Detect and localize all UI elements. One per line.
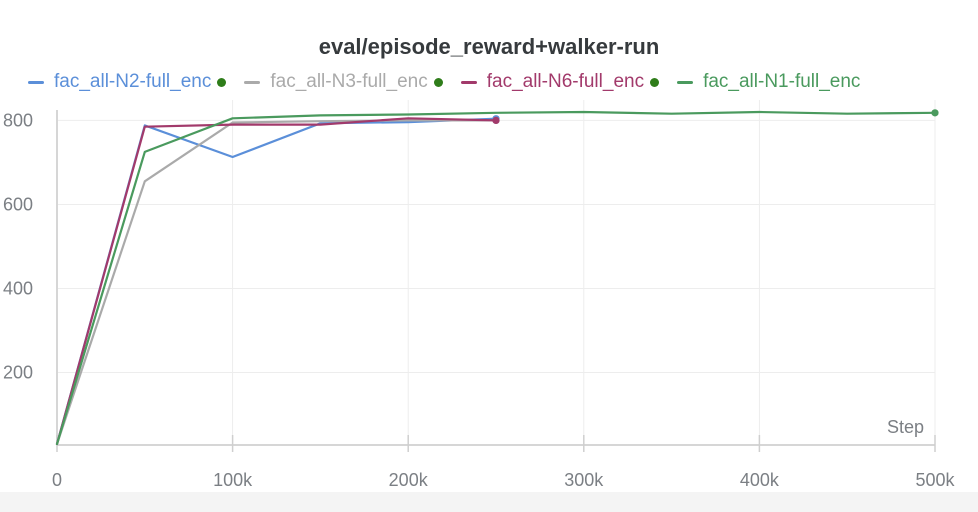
y-tick-label: 400	[3, 279, 33, 299]
series-line-3	[57, 118, 496, 444]
series-line-1	[57, 119, 496, 444]
x-axis-label: Step	[887, 417, 924, 437]
series-endpoint-4	[931, 109, 938, 116]
y-tick-label: 600	[3, 194, 33, 214]
y-tick-label: 200	[3, 363, 33, 383]
x-tick-label: 200k	[389, 470, 429, 490]
x-tick-label: 300k	[564, 470, 604, 490]
x-tick-label: 100k	[213, 470, 253, 490]
series-line-2	[57, 120, 496, 444]
series-endpoint-3	[492, 117, 499, 124]
y-tick-label: 800	[3, 110, 33, 130]
series-line-4	[57, 112, 935, 444]
x-tick-label: 400k	[740, 470, 780, 490]
x-tick-label: 500k	[915, 470, 955, 490]
x-tick-label: 0	[52, 470, 62, 490]
